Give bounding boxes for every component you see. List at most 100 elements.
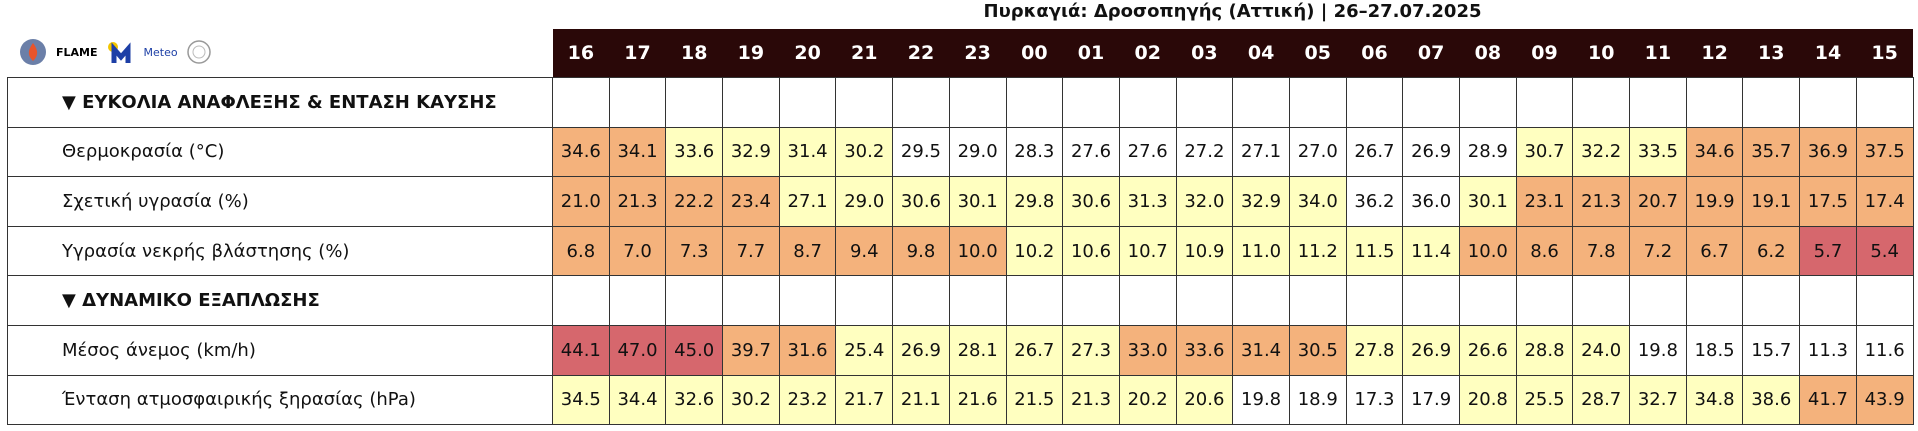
value-cell: 31.4	[778, 126, 837, 178]
empty-cell	[1005, 77, 1064, 128]
value-cell: 6.7	[1685, 225, 1744, 277]
value-cell: 26.9	[1402, 126, 1460, 178]
hour: 12	[1686, 29, 1743, 78]
empty-cell	[1572, 275, 1631, 326]
empty-cell	[1118, 77, 1177, 128]
value-cell: 47.0	[608, 324, 667, 376]
value-cell: 17.3	[1345, 374, 1404, 426]
value-cell: 29.0	[835, 176, 894, 227]
empty-cell	[835, 275, 894, 326]
value-cell: 25.5	[1515, 374, 1574, 426]
section-title: ▼ ΔΥΝΑΜΙΚΟ ΕΞΑΠΛΩΣΗΣ	[7, 275, 553, 326]
value-cell: 18.5	[1685, 324, 1744, 376]
value-cell: 45.0	[665, 324, 724, 376]
empty-cell	[665, 77, 724, 128]
empty-cell	[1175, 275, 1234, 326]
hour: 07	[1402, 29, 1460, 78]
empty-cell	[1402, 275, 1460, 326]
value-cell: 20.2	[1118, 374, 1177, 426]
flame-icon	[20, 39, 46, 65]
empty-cell	[1515, 275, 1574, 326]
value-cell: 43.9	[1855, 374, 1914, 426]
value-cell: 19.9	[1685, 176, 1744, 227]
data-row: Σχετική υγρασία (%) 21.0 21.3 22.2 23.4 27.1 2…	[7, 176, 1914, 227]
value-cell: 36.2	[1345, 176, 1404, 227]
value-cell: 31.3	[1118, 176, 1177, 227]
value-cell: 21.1	[892, 374, 950, 426]
empty-cell	[1062, 77, 1120, 128]
value-cell: 41.7	[1799, 374, 1857, 426]
empty-cell	[1629, 77, 1687, 128]
row-label: Μέσος άνεμος (km/h)	[7, 324, 553, 376]
empty-cell	[1799, 275, 1857, 326]
value-cell: 27.3	[1062, 324, 1120, 376]
empty-cell	[1742, 77, 1801, 128]
value-cell: 21.0	[552, 176, 610, 227]
value-cell: 36.9	[1799, 126, 1857, 178]
hour: 02	[1119, 29, 1177, 78]
value-cell: 15.7	[1742, 324, 1801, 376]
empty-cell	[1062, 275, 1120, 326]
value-cell: 10.6	[1062, 225, 1120, 277]
value-cell: 34.0	[1288, 176, 1347, 227]
hour: 14	[1799, 29, 1857, 78]
value-cell: 31.6	[778, 324, 837, 376]
value-cell: 28.1	[948, 324, 1007, 376]
title: Πυρκαγιά: Δροσοπηγής (Αττική) | 26–27.07…	[983, 1, 1482, 22]
empty-cell	[1855, 77, 1914, 128]
value-cell: 23.1	[1515, 176, 1574, 227]
empty-cell	[1288, 275, 1347, 326]
empty-cell	[1459, 77, 1517, 128]
empty-cell	[835, 77, 894, 128]
value-cell: 19.8	[1629, 324, 1687, 376]
value-cell: 32.7	[1629, 374, 1687, 426]
empty-cell	[1118, 275, 1177, 326]
value-cell: 8.7	[778, 225, 837, 277]
value-cell: 30.1	[1459, 176, 1517, 227]
value-cell: 29.8	[1005, 176, 1064, 227]
empty-cell	[552, 77, 610, 128]
empty-cell	[665, 275, 724, 326]
value-cell: 17.4	[1855, 176, 1914, 227]
value-cell: 9.8	[892, 225, 950, 277]
value-cell: 6.2	[1742, 225, 1801, 277]
hour: 18	[665, 29, 723, 78]
value-cell: 21.7	[835, 374, 894, 426]
value-cell: 28.7	[1572, 374, 1631, 426]
value-cell: 20.8	[1459, 374, 1517, 426]
empty-cell	[1005, 275, 1064, 326]
value-cell: 37.5	[1855, 126, 1914, 178]
logos: FLAME Meteo	[18, 34, 212, 70]
empty-cell	[1232, 275, 1290, 326]
hour: 22	[892, 29, 950, 78]
section-title: ▼ ΕΥΚΟΛΙΑ ΑΝΑΦΛΕΞΗΣ & ΕΝΤΑΣΗ ΚΑΥΣΗΣ	[7, 77, 553, 128]
data-row: Μέσος άνεμος (km/h) 44.1 47.0 45.0 39.7 31.6 2…	[7, 324, 1914, 376]
hour: 00	[1006, 29, 1063, 78]
hour: 11	[1629, 29, 1687, 78]
empty-cell	[948, 275, 1007, 326]
value-cell: 24.0	[1572, 324, 1631, 376]
value-cell: 19.1	[1742, 176, 1801, 227]
value-cell: 10.7	[1118, 225, 1177, 277]
value-cell: 32.2	[1572, 126, 1631, 178]
empty-cell	[1572, 77, 1631, 128]
value-cell: 26.7	[1005, 324, 1064, 376]
value-cell: 27.6	[1118, 126, 1177, 178]
value-cell: 28.3	[1005, 126, 1064, 178]
hour: 17	[609, 29, 666, 78]
value-cell: 33.6	[1175, 324, 1234, 376]
section-row: ▼ ΕΥΚΟΛΙΑ ΑΝΑΦΛΕΞΗΣ & ΕΝΤΑΣΗ ΚΑΥΣΗΣ	[7, 77, 1914, 128]
value-cell: 21.6	[948, 374, 1007, 426]
value-cell: 17.5	[1799, 176, 1857, 227]
empty-cell	[778, 77, 837, 128]
value-cell: 11.2	[1288, 225, 1347, 277]
value-cell: 26.9	[892, 324, 950, 376]
empty-cell	[892, 77, 950, 128]
value-cell: 30.1	[948, 176, 1007, 227]
value-cell: 30.5	[1288, 324, 1347, 376]
value-cell: 7.8	[1572, 225, 1631, 277]
value-cell: 22.2	[665, 176, 724, 227]
empty-cell	[948, 77, 1007, 128]
hour: 20	[779, 29, 836, 78]
value-cell: 32.0	[1175, 176, 1234, 227]
